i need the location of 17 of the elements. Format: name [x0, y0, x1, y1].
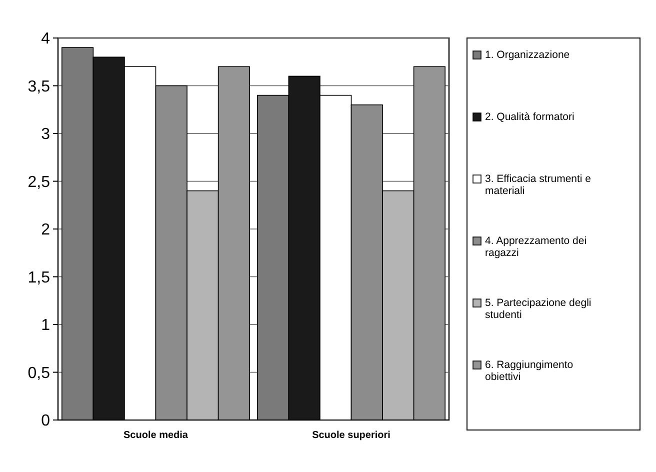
- legend-label: 6. Raggiungimento obiettivi: [485, 359, 574, 383]
- y-tick-label: 0,5: [28, 364, 50, 382]
- y-tick-label: 1,5: [28, 269, 50, 286]
- y-tick-label: 2,5: [28, 174, 50, 191]
- x-tick-label: Scuole superiori: [312, 430, 391, 441]
- x-tick-label: Scuole media: [124, 430, 188, 441]
- y-tick-label: 3: [41, 126, 50, 144]
- y-tick-label: 2: [41, 222, 50, 239]
- legend-label: 5. Partecipazione degli studenti: [485, 297, 592, 321]
- legend-label: 3. Efficacia strumenti e materiali: [485, 173, 592, 197]
- y-tick-label: 1: [41, 317, 50, 334]
- y-tick-label: 0: [41, 412, 50, 430]
- y-tick-label: 3,5: [28, 78, 50, 96]
- legend-label: 2. Qualità formatori: [485, 111, 574, 123]
- legend-label: 1. Organizzazione: [485, 49, 570, 61]
- legend-label: 4. Apprezzamento dei ragazzi: [485, 235, 587, 259]
- y-tick-label: 4: [41, 30, 50, 48]
